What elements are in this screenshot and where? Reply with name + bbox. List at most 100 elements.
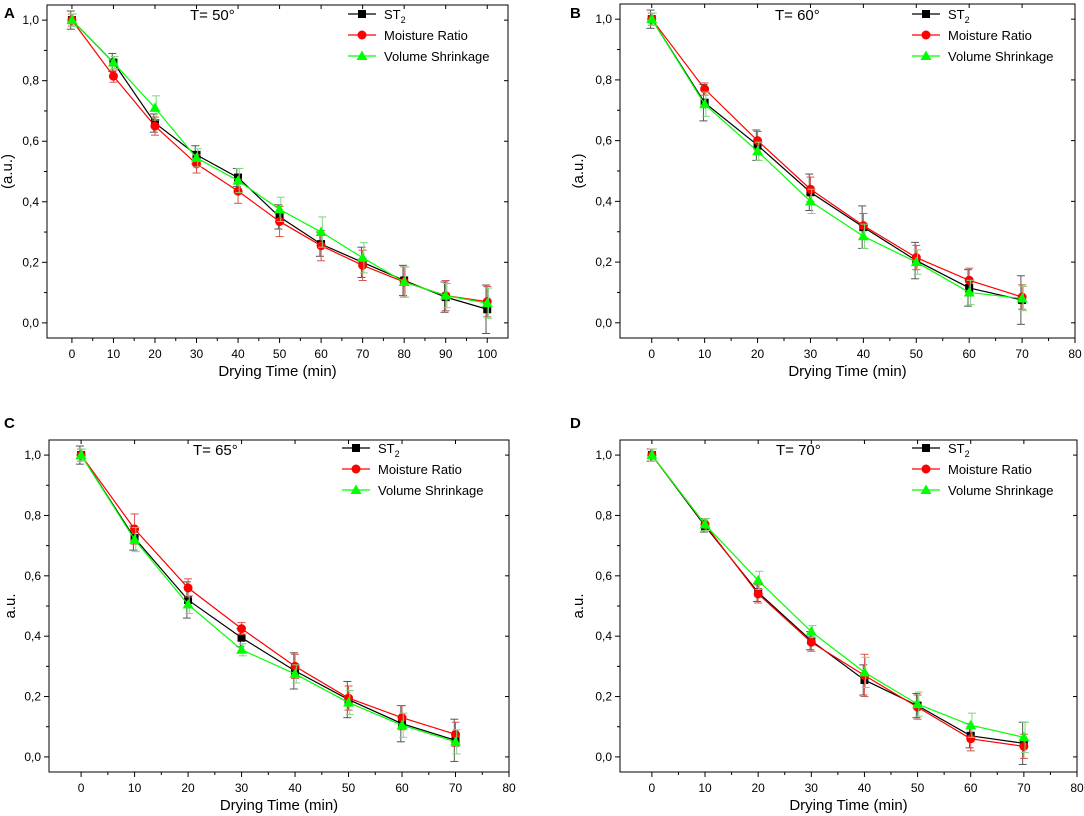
series-line [651,18,1023,300]
data-point [396,719,408,730]
legend-marker [352,444,360,452]
x-axis-title: Drying Time (min) [218,363,336,380]
y-tick-label: 0,0 [595,750,612,764]
x-tick-label: 70 [1015,347,1029,361]
y-axis-title: (a.u.) [570,153,587,188]
x-tick-label: 20 [751,781,765,795]
data-point [274,203,286,214]
x-axis-title: Drying Time (min) [789,797,907,814]
panel-letter: A [4,5,15,22]
y-tick-label: 0,4 [24,629,41,643]
data-point [357,252,369,262]
y-tick-label: 0,6 [595,134,612,148]
legend-label-main: ST [384,7,401,22]
x-tick-label: 10 [107,347,121,361]
series-line [651,454,1024,738]
data-point [963,286,975,297]
data-point [450,736,462,746]
x-tick-label: 30 [235,781,249,795]
series-line [651,454,1024,747]
x-tick-label: 10 [698,347,712,361]
legend-label: Moisture Ratio [378,462,462,477]
x-tick-label: 90 [439,347,453,361]
x-tick-label: 80 [1068,347,1082,361]
legend-label: Moisture Ratio [384,28,468,43]
series-line [80,454,456,743]
data-point [358,260,368,270]
data-point [75,449,87,460]
legend-marker [358,10,366,18]
y-axis-title: a.u. [2,593,19,618]
series-volume-shrinkage [75,448,462,755]
legend-label: Moisture Ratio [948,28,1032,43]
y-tick-label: 0,8 [595,508,612,522]
x-tick-label: 30 [190,347,204,361]
data-point [912,698,924,709]
y-tick-label: 0,2 [595,690,612,704]
series-line [651,18,1023,298]
y-tick-label: 1,0 [24,448,41,462]
data-point [107,57,119,67]
data-point [700,84,710,94]
x-tick-label: 0 [649,781,656,795]
y-tick-label: 0,6 [24,569,41,583]
y-tick-label: 0,6 [22,134,39,148]
data-point [965,719,977,730]
x-tick-label: 20 [751,347,765,361]
y-tick-label: 0,0 [24,750,41,764]
x-tick-label: 0 [78,781,85,795]
x-tick-label: 60 [395,781,409,795]
x-tick-label: 20 [181,781,195,795]
series-line [651,18,1023,301]
chart-panel-b: 0 10 20 30 40 50 60 70 80 0,0 0,2 0,4 0,6 0,8 1,0 Dryin… [570,3,1082,380]
data-point [753,136,763,146]
y-tick-label: 0,4 [595,629,612,643]
chart-panel-d: 0 10 20 30 40 50 60 70 80 0,0 0,2 0,4 0,6 0,8 1,0 Dryin… [570,415,1084,814]
x-tick-label: 30 [804,347,818,361]
y-tick-label: 1,0 [595,12,612,26]
y-axis-title: (a.u.) [0,154,16,189]
y-tick-label: 0,4 [22,195,39,209]
data-point [290,661,300,671]
legend-label: ST2 [378,441,400,459]
data-point [858,221,868,231]
data-point [966,734,976,744]
y-tick-label: 0,2 [22,255,39,269]
panel-letter: D [570,415,581,432]
data-point [440,290,452,300]
series-volume-shrinkage [646,12,1028,312]
x-tick-label: 20 [148,347,162,361]
legend-label-main: ST [948,441,965,456]
y-tick-label: 0,8 [24,508,41,522]
data-point [108,71,118,81]
x-tick-label: 70 [356,347,370,361]
y-tick-label: 0,8 [22,74,39,88]
legend-label-subscript: 2 [395,449,400,459]
data-point [806,637,816,647]
x-tick-label: 10 [698,781,712,795]
x-tick-label: 0 [648,347,655,361]
panel-letter: B [570,5,581,22]
legend-marker [356,50,368,60]
y-tick-label: 0,8 [595,73,612,87]
legend: ST2 Moisture Ratio Volume Shrinkage [348,7,490,64]
data-point [343,697,355,707]
data-point [451,729,461,739]
x-tick-label: 40 [857,347,871,361]
data-point [752,145,764,156]
data-point [699,98,711,109]
legend-label: Volume Shrinkage [384,49,490,64]
data-point [316,241,326,251]
data-point [289,668,301,678]
x-axis-title: Drying Time (min) [788,363,906,380]
series-volume-shrinkage [66,13,493,319]
x-tick-label: 40 [858,781,872,795]
legend-marker [922,10,930,18]
y-tick-label: 1,0 [22,13,39,27]
data-point [183,583,193,593]
y-tick-label: 0,2 [24,690,41,704]
legend-label: ST2 [948,7,970,25]
legend-label-main: ST [378,441,395,456]
legend: ST2 Moisture Ratio Volume Shrinkage [912,7,1054,64]
x-axis-title: Drying Time (min) [220,797,338,814]
